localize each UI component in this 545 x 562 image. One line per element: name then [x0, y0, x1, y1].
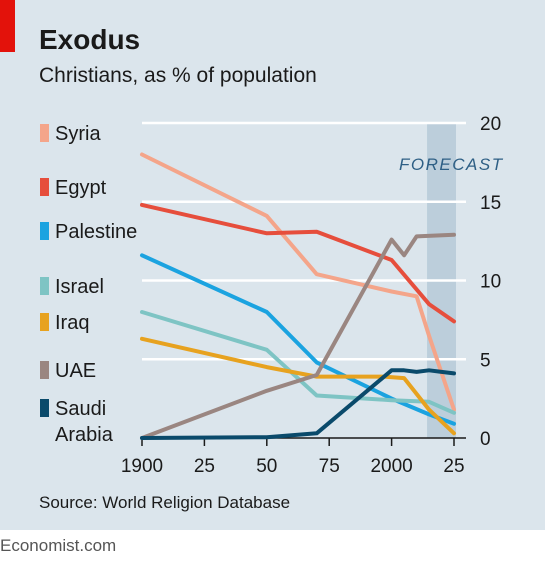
y-tick-label-20: 20: [480, 114, 501, 135]
publisher-credit: Economist.com: [0, 536, 117, 555]
series-line-uae: [140, 232, 456, 440]
legend-label-iraq: Iraq: [55, 312, 89, 334]
source-note: Source: World Religion Database: [39, 493, 291, 512]
x-tick-label-1975: 75: [319, 456, 340, 477]
series-line-israel: [140, 310, 456, 415]
series-line-egypt: [140, 202, 456, 324]
chart-title: Exodus: [39, 24, 141, 55]
x-tick-label-1950: 50: [256, 456, 277, 477]
legend-swatch-uae: [40, 361, 49, 379]
x-tick-label-2000: 2000: [370, 456, 412, 477]
legend-swatch-syria: [40, 124, 49, 142]
legend-swatch-iraq: [40, 313, 49, 331]
y-tick-label-0: 0: [480, 429, 491, 450]
legend-label-israel: Israel: [55, 276, 104, 298]
legend-swatch-egypt: [40, 178, 49, 196]
x-tick-label-1900: 1900: [121, 456, 163, 477]
y-tick-label-15: 15: [480, 193, 501, 214]
y-tick-label-10: 10: [480, 272, 501, 293]
legend-label-palestine: Palestine: [55, 221, 137, 243]
legend-swatch-israel: [40, 277, 49, 295]
chart-panel: Exodus Christians, as % of population FO…: [0, 0, 545, 530]
series-line-syria: [140, 152, 456, 412]
series-line-saudi-arabia: [140, 368, 456, 440]
x-tick-label-2025: 25: [443, 456, 464, 477]
legend-label-syria: Syria: [55, 123, 101, 145]
x-tick-label-1925: 25: [194, 456, 215, 477]
chart-svg: FORECAST 0 5 10 15 20 1900 25 50 75 2000 25 Syria E…: [40, 114, 504, 477]
y-tick-label-5: 5: [480, 350, 491, 371]
legend-label-egypt: Egypt: [55, 177, 107, 199]
chart-subtitle: Christians, as % of population: [39, 64, 317, 87]
brand-tag: [0, 0, 15, 52]
forecast-label: FORECAST: [399, 155, 504, 174]
legend-swatch-palestine: [40, 222, 49, 240]
legend-label-uae: UAE: [55, 360, 96, 382]
legend-swatch-saudi-arabia: [40, 399, 49, 417]
legend-label-saudi-arabia: Saudi Arabia: [55, 398, 114, 446]
